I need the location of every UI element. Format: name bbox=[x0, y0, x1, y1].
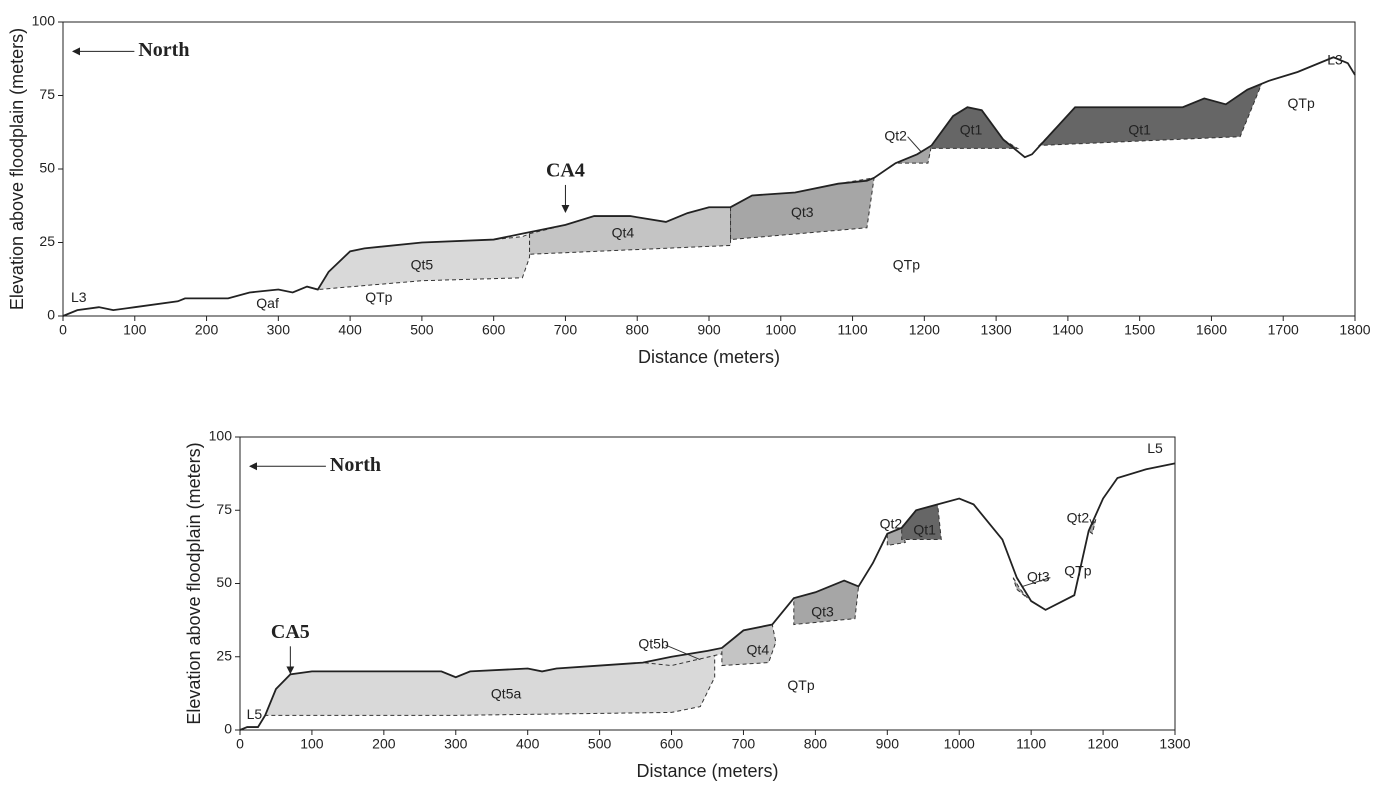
y-tick-label: 100 bbox=[32, 13, 56, 29]
terrace-unit bbox=[1088, 518, 1097, 535]
y-tick-label: 25 bbox=[216, 647, 232, 663]
y-tick-label: 75 bbox=[39, 86, 55, 102]
annotation: QTp bbox=[365, 289, 392, 305]
unit-label: Qt2 bbox=[880, 516, 903, 532]
unit-label: Qt1 bbox=[960, 121, 983, 137]
x-tick-label: 700 bbox=[554, 322, 578, 338]
x-tick-label: 600 bbox=[482, 322, 506, 338]
plot-frame bbox=[62, 21, 1356, 317]
y-tick-label: 100 bbox=[209, 428, 233, 444]
annotation: QTp bbox=[1064, 562, 1091, 578]
x-tick-label: 1700 bbox=[1268, 322, 1299, 338]
unit-label: Qt3 bbox=[1027, 568, 1050, 584]
x-tick-label: 500 bbox=[410, 322, 434, 338]
x-tick-label: 200 bbox=[195, 322, 219, 338]
x-tick-label: 1300 bbox=[981, 322, 1012, 338]
annotation: Qaf bbox=[256, 295, 279, 311]
y-tick-label: 50 bbox=[39, 160, 55, 176]
x-tick-label: 1400 bbox=[1052, 322, 1083, 338]
x-tick-label: 500 bbox=[588, 736, 612, 752]
x-tick-label: 200 bbox=[372, 736, 396, 752]
x-tick-label: 1200 bbox=[909, 322, 940, 338]
x-tick-label: 900 bbox=[876, 736, 900, 752]
x-tick-label: 1600 bbox=[1196, 322, 1227, 338]
profile-end-label: L3 bbox=[1327, 52, 1343, 68]
annotation: L5 bbox=[247, 706, 263, 722]
unit-label: Qt3 bbox=[791, 204, 814, 220]
callout-label: CA4 bbox=[546, 160, 585, 182]
y-tick-label: 75 bbox=[216, 501, 232, 517]
x-tick-label: 1300 bbox=[1159, 736, 1190, 752]
y-axis-label: Elevation above floodplain (meters) bbox=[7, 28, 27, 310]
leader-line bbox=[665, 644, 701, 661]
x-tick-label: 400 bbox=[516, 736, 540, 752]
y-axis-label: Elevation above floodplain (meters) bbox=[184, 442, 204, 724]
callout-label: CA5 bbox=[271, 621, 310, 643]
annotation: QTp bbox=[787, 677, 814, 693]
y-tick-label: 25 bbox=[39, 233, 55, 249]
unit-label: Qt4 bbox=[747, 642, 770, 658]
x-tick-label: 1500 bbox=[1124, 322, 1155, 338]
unit-label: Qt4 bbox=[612, 224, 635, 240]
terrace-unit bbox=[1012, 577, 1028, 599]
x-tick-label: 1000 bbox=[765, 322, 796, 338]
unit-label: Qt5a bbox=[491, 686, 522, 702]
x-tick-label: 0 bbox=[236, 736, 244, 752]
x-tick-label: 900 bbox=[697, 322, 721, 338]
unit-label: Qt1 bbox=[1128, 121, 1151, 137]
x-tick-label: 1200 bbox=[1087, 736, 1118, 752]
x-tick-label: 100 bbox=[123, 322, 147, 338]
unit-label: Qt2 bbox=[1067, 510, 1090, 526]
profile-line bbox=[239, 462, 1176, 731]
y-tick-label: 50 bbox=[216, 574, 232, 590]
y-tick-label: 0 bbox=[224, 721, 232, 737]
annotation: QTp bbox=[1288, 95, 1315, 111]
unit-label: Qt5b bbox=[638, 636, 669, 652]
unit-label: Qt2 bbox=[884, 127, 907, 143]
x-tick-label: 1100 bbox=[838, 322, 868, 338]
x-tick-label: 800 bbox=[626, 322, 650, 338]
x-tick-label: 100 bbox=[300, 736, 324, 752]
profile-end-label: L5 bbox=[1147, 440, 1163, 456]
x-tick-label: 800 bbox=[804, 736, 828, 752]
unit-label: Qt3 bbox=[811, 604, 834, 620]
callout-label: North bbox=[138, 39, 189, 61]
x-tick-label: 600 bbox=[660, 736, 684, 752]
terrace-unit bbox=[721, 623, 777, 667]
leader-line bbox=[1022, 577, 1051, 587]
x-tick-label: 1100 bbox=[1016, 736, 1046, 752]
x-axis-label: Distance (meters) bbox=[638, 347, 780, 367]
x-tick-label: 0 bbox=[59, 322, 67, 338]
x-tick-label: 1800 bbox=[1339, 322, 1370, 338]
y-tick-label: 0 bbox=[47, 307, 55, 323]
leader-line bbox=[907, 136, 922, 152]
x-tick-label: 400 bbox=[338, 322, 362, 338]
annotation: L3 bbox=[71, 289, 87, 305]
unit-label: Qt5 bbox=[411, 257, 434, 273]
terrace-unit bbox=[901, 503, 942, 541]
unit-label: Qt1 bbox=[913, 521, 936, 537]
terrace-unit bbox=[895, 144, 933, 164]
x-axis-label: Distance (meters) bbox=[636, 761, 778, 781]
annotation: QTp bbox=[893, 257, 920, 273]
x-tick-label: 1000 bbox=[944, 736, 975, 752]
x-tick-label: 300 bbox=[267, 322, 291, 338]
x-tick-label: 700 bbox=[732, 736, 756, 752]
profile-line bbox=[62, 56, 1356, 317]
x-tick-label: 300 bbox=[444, 736, 468, 752]
callout-label: North bbox=[330, 454, 381, 476]
